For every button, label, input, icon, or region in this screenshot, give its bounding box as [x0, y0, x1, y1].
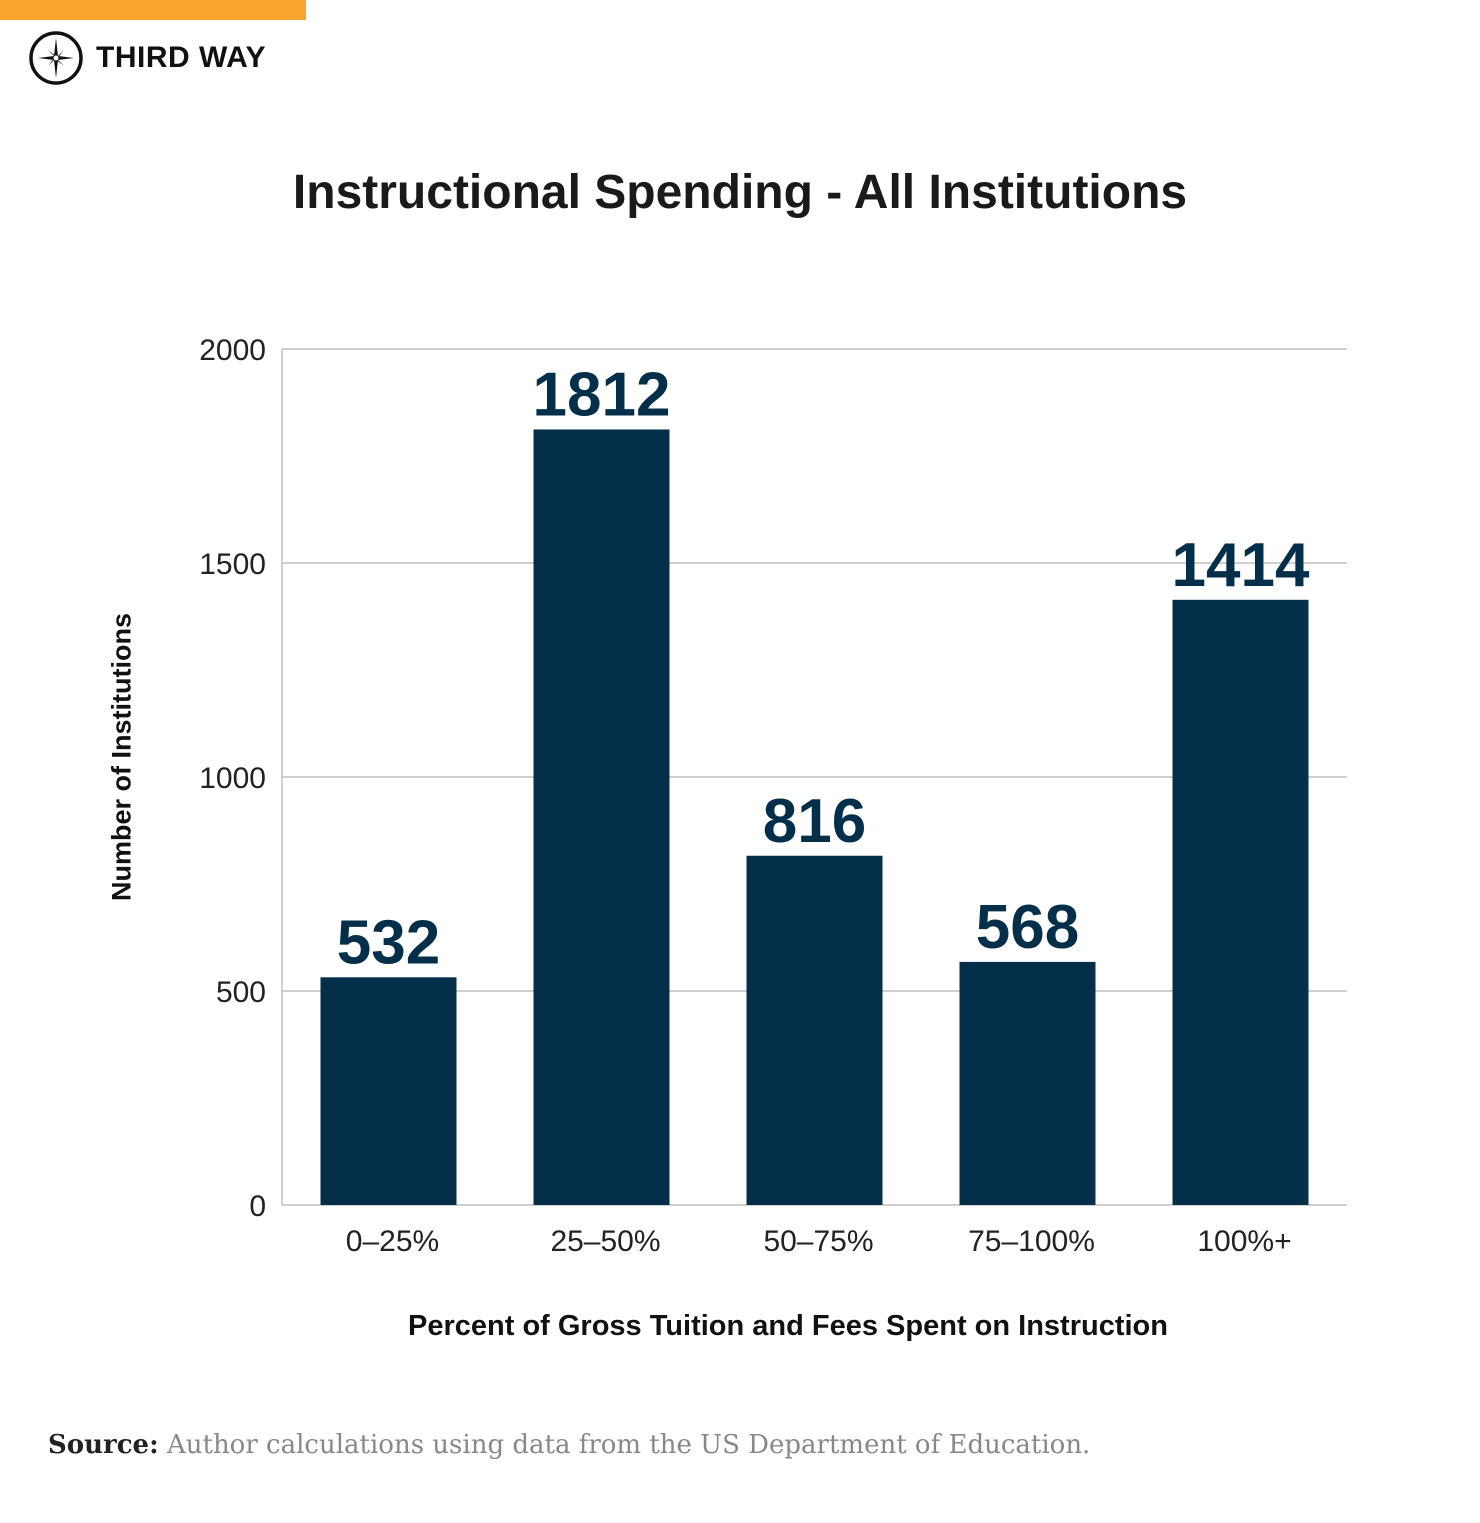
chart-title: Instructional Spending - All Institution…: [292, 166, 1188, 219]
source-text: Author calculations using data from the …: [166, 1430, 1091, 1460]
x-tick-label: 75–100%: [968, 1225, 1095, 1258]
brand-name: THIRD WAY: [96, 41, 267, 74]
x-axis-label: Percent of Gross Tuition and Fees Spent …: [408, 1310, 1168, 1342]
source-note: Source: Author calculations using data f…: [48, 1430, 1090, 1460]
data-label: 568: [976, 893, 1079, 962]
y-tick-label: 2000: [199, 334, 266, 367]
x-tick-label: 0–25%: [346, 1225, 439, 1258]
logo: THIRD WAY: [28, 30, 266, 86]
source-label: Source:: [48, 1430, 159, 1460]
y-tick-label: 1500: [199, 548, 266, 581]
bar: [320, 977, 457, 1205]
x-tick-label: 50–75%: [763, 1225, 873, 1258]
bar: [746, 855, 883, 1205]
data-label: 1812: [533, 360, 671, 429]
y-tick-label: 500: [216, 976, 266, 1009]
bar: [959, 961, 1096, 1205]
bar: [533, 429, 670, 1205]
data-label: 816: [763, 787, 866, 856]
y-tick-label: 0: [249, 1190, 266, 1223]
compass-star-icon: [29, 31, 83, 85]
data-label: 532: [337, 908, 440, 977]
accent-bar: [0, 0, 306, 20]
x-tick-label: 25–50%: [550, 1225, 660, 1258]
y-tick-label: 1000: [199, 762, 266, 795]
data-label: 1414: [1172, 531, 1310, 600]
bar: [1172, 599, 1309, 1205]
x-tick-label: 100%+: [1197, 1225, 1291, 1258]
